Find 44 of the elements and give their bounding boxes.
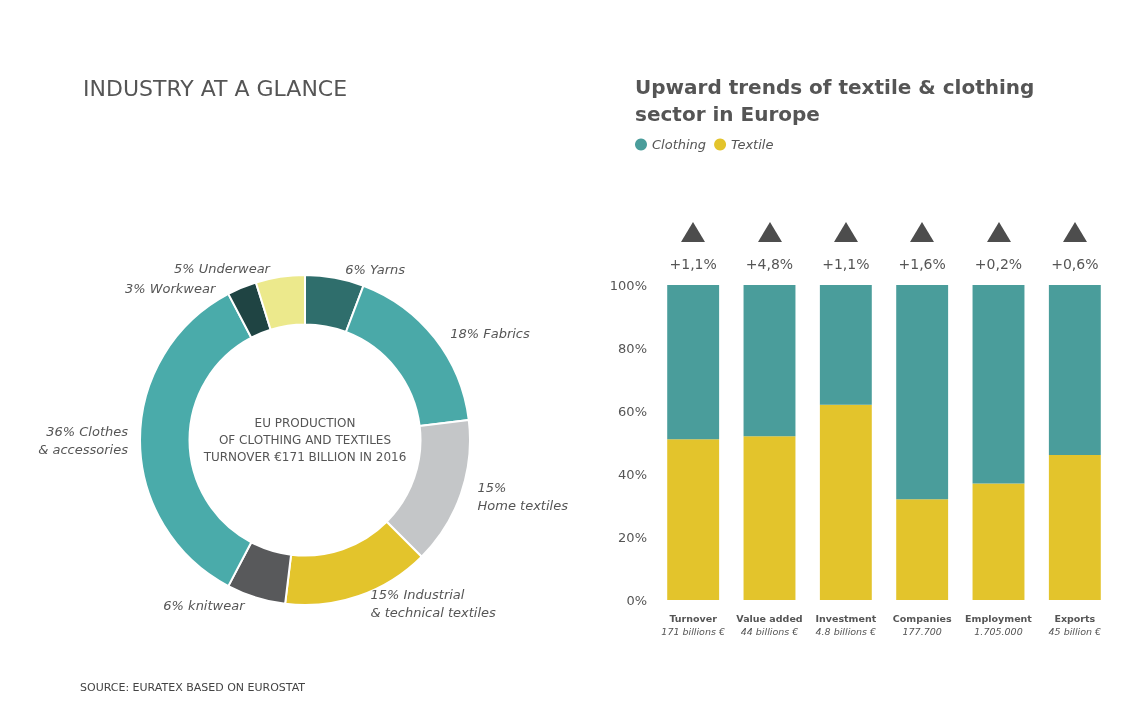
text: +1,1% [822, 256, 870, 272]
slice-label: 36% Clothes & accessories [38, 423, 129, 457]
bar [896, 499, 949, 600]
text: EU PRODUCTION OF CLOTHING AND TEXTILES TURNOVER €171 BILLION IN 2016 [202, 416, 407, 464]
y-tick-label: 80% [618, 340, 647, 356]
x-tick-label: Exports 45 billion € [1048, 613, 1102, 637]
x-tick-label: Value added 44 billions € [736, 613, 803, 637]
x-tick-label: Employment 1.705.000 [965, 613, 1033, 637]
bar [896, 285, 949, 500]
x-tick-label: Investment 4.8 billions € [815, 613, 877, 637]
source-note: SOURCE: EURATEX BASED ON EUROSTAT [80, 681, 306, 694]
slice-label: 15% Home textiles [477, 479, 569, 513]
slice-label: 18% Fabrics [450, 325, 531, 341]
y-tick-label: 100% [609, 277, 647, 293]
slice-label: 6% Yarns [345, 262, 406, 278]
bar [1048, 285, 1101, 456]
y-tick-label: 20% [618, 529, 647, 545]
chart-title: INDUSTRY AT A GLANCE [83, 75, 348, 101]
slice-label: 5% Underwear [173, 261, 272, 277]
chart-title: Upward trends of textile & clothing sector in Europe [635, 74, 1035, 126]
legend-label: Clothing [652, 137, 707, 152]
x-tick-label: Companies 177.700 [892, 613, 952, 637]
y-tick-label: 60% [618, 403, 647, 419]
bar [743, 436, 796, 600]
x-tick-label: Turnover 171 billions € [661, 613, 725, 637]
bar [972, 285, 1025, 484]
slice-label: 15% Industrial & technical textiles [370, 587, 496, 621]
y-tick-label: 0% [626, 592, 647, 608]
y-tick-label: 40% [618, 466, 647, 482]
bar [819, 404, 872, 600]
text: +0,6% [1051, 256, 1099, 272]
slice-label: 3% Workwear [124, 281, 217, 297]
text: +0,2% [974, 256, 1023, 272]
bar [667, 285, 720, 440]
bar [972, 483, 1025, 600]
bar [1048, 455, 1101, 600]
legend-label: Textile [731, 137, 774, 152]
slice-label: 6% knitwear [163, 597, 247, 613]
text: +1,1% [669, 256, 717, 272]
bar [743, 285, 796, 437]
bar [819, 285, 872, 405]
text: +1,6% [898, 256, 946, 272]
text: +4,8% [745, 256, 794, 272]
bar [667, 439, 720, 600]
